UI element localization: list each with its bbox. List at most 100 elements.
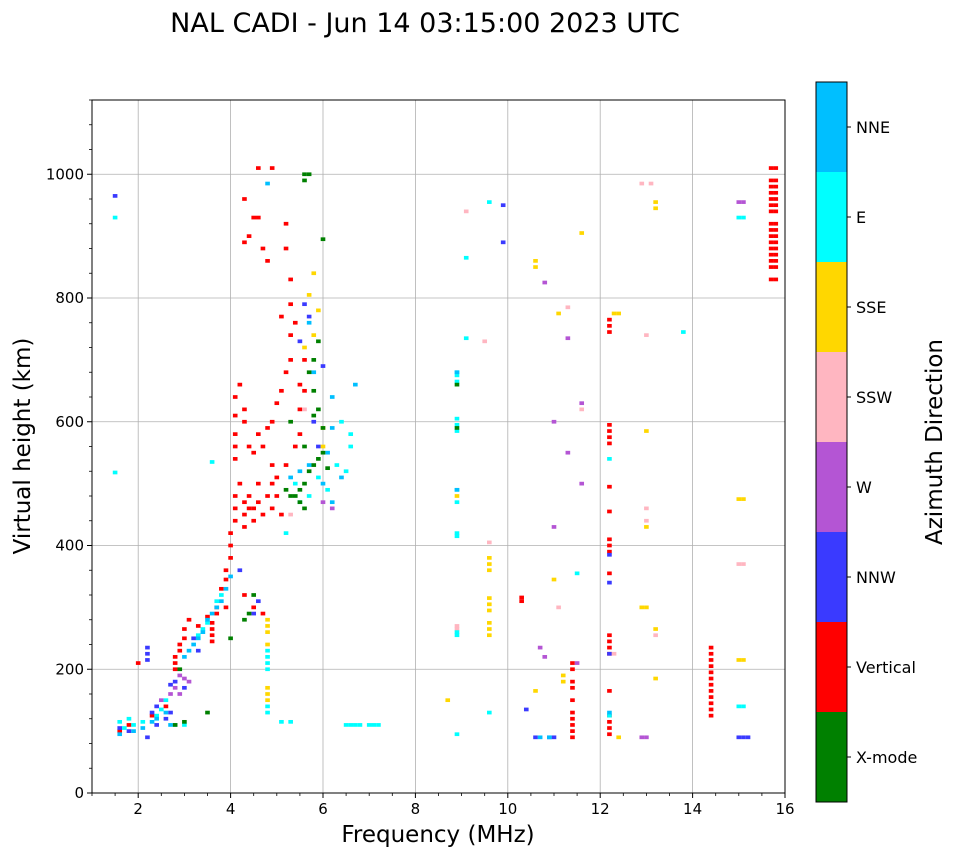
data-point	[145, 735, 150, 740]
series-e	[112, 200, 746, 737]
data-point	[223, 586, 229, 591]
data-point	[768, 246, 774, 251]
data-point	[131, 723, 136, 727]
data-point	[487, 627, 492, 631]
data-point	[200, 627, 206, 631]
data-point	[172, 667, 178, 672]
data-point	[454, 732, 460, 737]
data-point	[570, 698, 575, 703]
data-point	[463, 209, 469, 214]
data-point	[320, 364, 326, 368]
data-point	[607, 422, 612, 427]
data-point	[570, 723, 575, 727]
data-point	[551, 577, 557, 582]
colorbar: X-mode Vertical NNW W SSW SSE E NNE	[815, 81, 917, 803]
data-point	[768, 277, 774, 282]
data-point	[214, 611, 220, 616]
data-point	[283, 370, 289, 375]
data-point	[279, 314, 284, 319]
data-point	[182, 636, 187, 641]
data-point	[288, 358, 293, 362]
data-point	[288, 277, 293, 282]
data-points	[112, 166, 779, 740]
data-point	[306, 370, 312, 375]
data-point	[454, 627, 460, 631]
data-point	[570, 729, 575, 733]
data-point	[454, 487, 460, 492]
data-point	[523, 707, 529, 712]
data-point	[768, 209, 774, 214]
data-point	[773, 259, 779, 263]
data-point	[288, 333, 293, 337]
data-point	[773, 277, 779, 282]
data-point	[251, 611, 257, 616]
colorbar-swatch	[816, 442, 847, 532]
data-point	[302, 178, 307, 183]
data-point	[154, 713, 159, 718]
data-point	[708, 695, 714, 699]
data-point	[653, 200, 658, 204]
data-point	[519, 599, 524, 604]
data-point	[329, 506, 335, 511]
colorbar-swatch	[816, 712, 847, 802]
data-point	[570, 667, 575, 672]
data-point	[283, 463, 289, 467]
data-point	[773, 178, 779, 183]
data-point	[487, 710, 492, 715]
x-tick-label: 16	[775, 800, 794, 818]
data-point	[265, 648, 270, 653]
data-point	[487, 540, 492, 545]
data-point	[519, 595, 524, 600]
data-point	[145, 658, 150, 662]
series-nne	[117, 181, 612, 740]
data-point	[768, 234, 774, 238]
data-point	[607, 549, 612, 554]
data-point	[454, 382, 460, 387]
data-point	[736, 562, 742, 566]
data-point	[154, 723, 159, 727]
data-point	[454, 630, 460, 634]
data-point	[256, 599, 261, 604]
data-point	[329, 395, 335, 399]
data-point	[644, 333, 649, 337]
data-point	[182, 627, 187, 631]
data-point	[223, 568, 229, 573]
data-point	[607, 719, 612, 724]
data-point	[177, 648, 183, 653]
data-point	[117, 732, 123, 737]
data-point	[140, 719, 146, 724]
data-point	[708, 676, 714, 681]
data-point	[533, 259, 538, 263]
data-point	[708, 645, 714, 650]
data-point	[288, 302, 293, 307]
data-point	[653, 627, 658, 631]
data-point	[242, 593, 247, 597]
data-point	[163, 710, 169, 715]
data-point	[168, 682, 173, 687]
data-point	[547, 735, 552, 740]
series-x-mode	[172, 172, 460, 727]
data-point	[163, 704, 169, 709]
data-point	[325, 466, 330, 471]
data-point	[302, 345, 307, 350]
data-point	[149, 713, 155, 718]
data-point	[607, 633, 612, 638]
data-point	[172, 685, 178, 690]
data-point	[773, 234, 779, 238]
data-point	[339, 419, 344, 424]
data-point	[537, 645, 543, 650]
data-point	[228, 543, 233, 548]
data-point	[126, 716, 132, 721]
data-point	[297, 500, 303, 505]
data-point	[768, 203, 774, 208]
data-point	[191, 642, 196, 647]
data-point	[639, 735, 645, 740]
data-point	[269, 506, 275, 511]
data-point	[607, 323, 612, 328]
data-point	[302, 172, 307, 177]
data-point	[265, 426, 270, 430]
data-point	[223, 577, 229, 582]
colorbar-tick-label: W	[856, 478, 872, 497]
x-tick-label: 4	[226, 800, 236, 818]
data-point	[232, 444, 238, 449]
